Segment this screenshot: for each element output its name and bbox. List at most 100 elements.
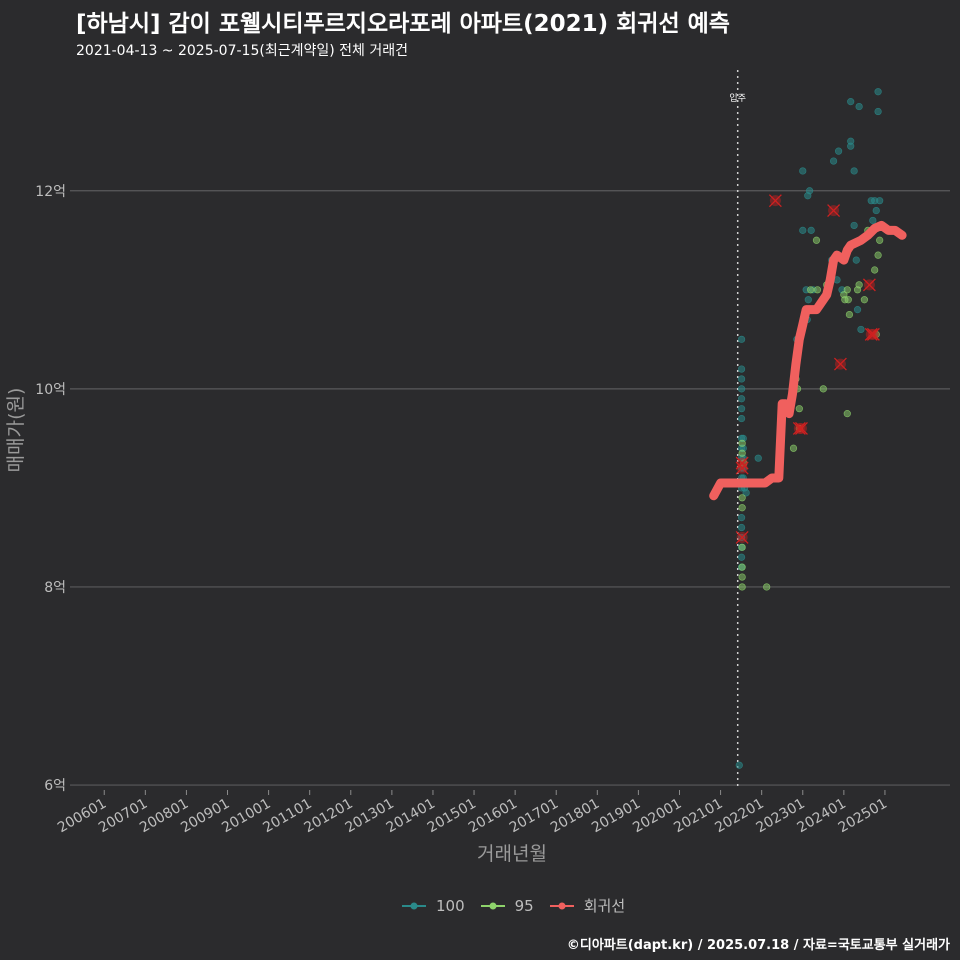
series-100-point	[853, 306, 862, 314]
series-95-point	[738, 449, 746, 457]
series-100-point	[742, 489, 750, 497]
legend: 100 95 회귀선	[400, 895, 625, 916]
series-95-point	[738, 439, 746, 447]
y-tick-label: 10억	[35, 382, 66, 398]
series-100-point	[850, 167, 858, 175]
legend-item-95: 95	[479, 896, 534, 916]
series-100-point	[834, 147, 843, 155]
legend-item-100: 100	[400, 896, 465, 916]
outlier-marker	[862, 278, 876, 292]
series-95-point	[738, 543, 746, 551]
legend-key-regression	[549, 902, 574, 909]
outlier-marker	[833, 357, 847, 371]
series-100-point	[874, 88, 882, 96]
chart-title: [하남시] 감이 포웰시티푸르지오라포레 아파트(2021) 회귀선 예측	[76, 11, 730, 37]
series-95-point	[874, 251, 882, 259]
series-100-point	[737, 365, 746, 373]
series-100-point	[869, 216, 877, 225]
series-100-point	[872, 206, 880, 215]
outlier-cross-b	[833, 357, 847, 371]
series-100-point	[737, 514, 746, 522]
series-95-point	[819, 385, 827, 393]
outlier-marker	[795, 422, 808, 435]
series-100-point	[829, 157, 838, 165]
series-100-point	[737, 414, 746, 423]
series-95-points	[738, 226, 884, 591]
outlier-cross-b	[864, 327, 878, 341]
series-95-point	[843, 286, 851, 294]
outlier-cross-b	[862, 278, 876, 292]
outlier-cross-b	[827, 204, 841, 218]
outlier-cross-b	[795, 422, 808, 435]
series-100-point	[799, 167, 807, 175]
series-100-point	[735, 761, 743, 769]
series-95-point	[738, 573, 746, 581]
legend-key-95	[480, 902, 505, 909]
series-95-point	[871, 266, 879, 274]
series-100-point	[847, 142, 855, 150]
outlier-marker	[768, 194, 782, 208]
series-100-point	[737, 375, 746, 383]
outlier-cross-b	[792, 422, 806, 435]
series-95-point	[738, 494, 746, 502]
series-100-point	[807, 226, 815, 234]
x-axis-title: 거래년월	[477, 843, 547, 865]
legend-label-regression: 회귀선	[583, 897, 626, 915]
regression-line	[709, 220, 907, 501]
legend-label-100: 100	[436, 896, 465, 915]
series-95-point	[812, 236, 821, 244]
outlier-marker	[735, 461, 749, 475]
legend-item-regression: 회귀선	[548, 895, 625, 916]
series-100-point	[806, 187, 814, 195]
y-tick-label: 6억	[44, 778, 66, 794]
outlier-marker	[864, 327, 878, 341]
series-100-point	[857, 325, 865, 334]
outlier-cross-b	[768, 194, 782, 208]
legend-key-100	[402, 902, 426, 909]
legend-label-95: 95	[514, 896, 534, 915]
series-95-point	[855, 281, 863, 289]
outlier-marker	[827, 204, 841, 218]
outlier-markers	[735, 194, 880, 544]
outlier-cross-b	[735, 456, 749, 470]
series-95-point	[843, 410, 851, 418]
outlier-marker	[866, 327, 880, 341]
series-100-point	[876, 197, 884, 205]
series-95-point	[763, 583, 771, 591]
series-95-point	[795, 405, 803, 413]
series-100-point	[804, 296, 812, 304]
series-95-point	[860, 296, 868, 304]
series-95-point	[738, 583, 746, 591]
x-tick-labels: 2006012007012008012009012010012011012012…	[55, 790, 890, 836]
series-95-point	[876, 236, 884, 244]
chart-subtitle: 2021-04-13 ~ 2025-07-15(최근계약일) 전체 거래건	[76, 43, 408, 59]
series-100-point	[754, 454, 762, 462]
y-tick-label: 8억	[44, 580, 66, 596]
series-100-point	[855, 102, 863, 111]
y-tick-label: 12억	[35, 184, 66, 200]
series-95-point	[738, 504, 746, 512]
series-100-point	[737, 523, 746, 532]
move-in-label: 입주	[729, 92, 746, 104]
outlier-cross-b	[735, 461, 749, 475]
series-100-point	[852, 256, 860, 264]
move-in-annotation: 입주	[729, 70, 746, 790]
y-tick-labels: 6억 8억 10억 12억	[35, 184, 66, 794]
series-100-point	[737, 553, 746, 561]
series-100-point	[799, 226, 807, 234]
series-95-point	[845, 310, 854, 319]
regression-path	[709, 220, 907, 501]
series-100-point	[737, 385, 746, 393]
series-100-point	[850, 221, 858, 230]
series-100-point	[737, 405, 746, 413]
series-95-point	[738, 563, 746, 571]
series-95-point	[807, 286, 815, 294]
source-caption: ©디아파트(dapt.kr) / 2025.07.18 / 자료=국토교통부 실…	[566, 938, 950, 953]
series-100-point	[874, 107, 882, 116]
outlier-marker	[792, 422, 806, 435]
outlier-cross-b	[735, 530, 749, 544]
series-95-point	[813, 286, 822, 294]
series-95-point	[844, 296, 852, 304]
series-100-point	[847, 98, 855, 106]
